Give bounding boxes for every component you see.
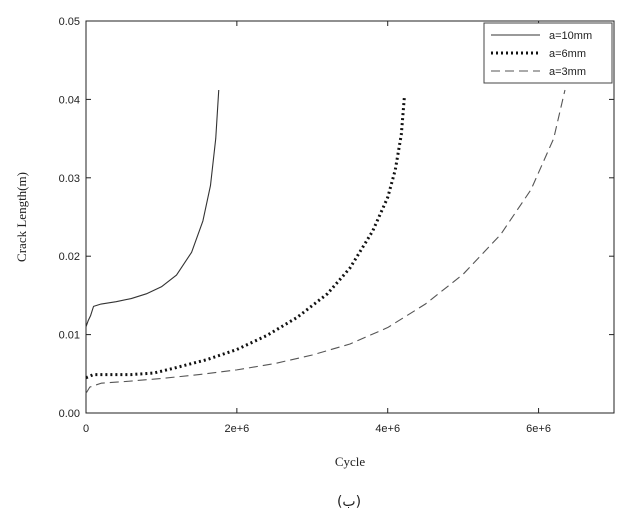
y-tick-label: 0.02 bbox=[59, 251, 80, 263]
y-tick-label: 0.03 bbox=[59, 173, 80, 185]
series-line-a-10mm bbox=[85, 89, 220, 327]
y-ticks: 0.00 0.01 0.02 0.03 0.04 0.05 bbox=[59, 16, 614, 420]
legend-label: a=6mm bbox=[549, 48, 586, 60]
x-tick-label: 0 bbox=[83, 423, 89, 435]
series-line-a-6mm bbox=[85, 97, 406, 380]
x-tick-label: 2e+6 bbox=[224, 423, 249, 435]
y-tick-label: 0.00 bbox=[59, 408, 80, 420]
y-tick-label: 0.01 bbox=[59, 330, 80, 342]
y-axis-title: Crack Length(m) bbox=[14, 172, 29, 262]
x-tick-label: 4e+6 bbox=[375, 423, 400, 435]
legend-items: a=10mm a=6mm a=3mm bbox=[491, 30, 592, 78]
legend-label: a=10mm bbox=[549, 30, 592, 42]
y-tick-label: 0.05 bbox=[59, 16, 80, 28]
series-line-a-3mm bbox=[85, 89, 566, 394]
x-ticks: 0 2e+6 4e+6 6e+6 bbox=[83, 21, 551, 435]
legend-label: a=3mm bbox=[549, 66, 586, 78]
legend: a=10mm a=6mm a=3mm bbox=[483, 22, 613, 84]
x-axis-title: Cycle bbox=[335, 454, 366, 469]
figure-caption: (ب) bbox=[337, 494, 361, 510]
series-layer bbox=[85, 89, 566, 394]
y-tick-label: 0.04 bbox=[59, 94, 80, 106]
plot-frame bbox=[85, 20, 615, 414]
x-tick-label: 6e+6 bbox=[526, 423, 551, 435]
legend-box bbox=[483, 22, 613, 84]
